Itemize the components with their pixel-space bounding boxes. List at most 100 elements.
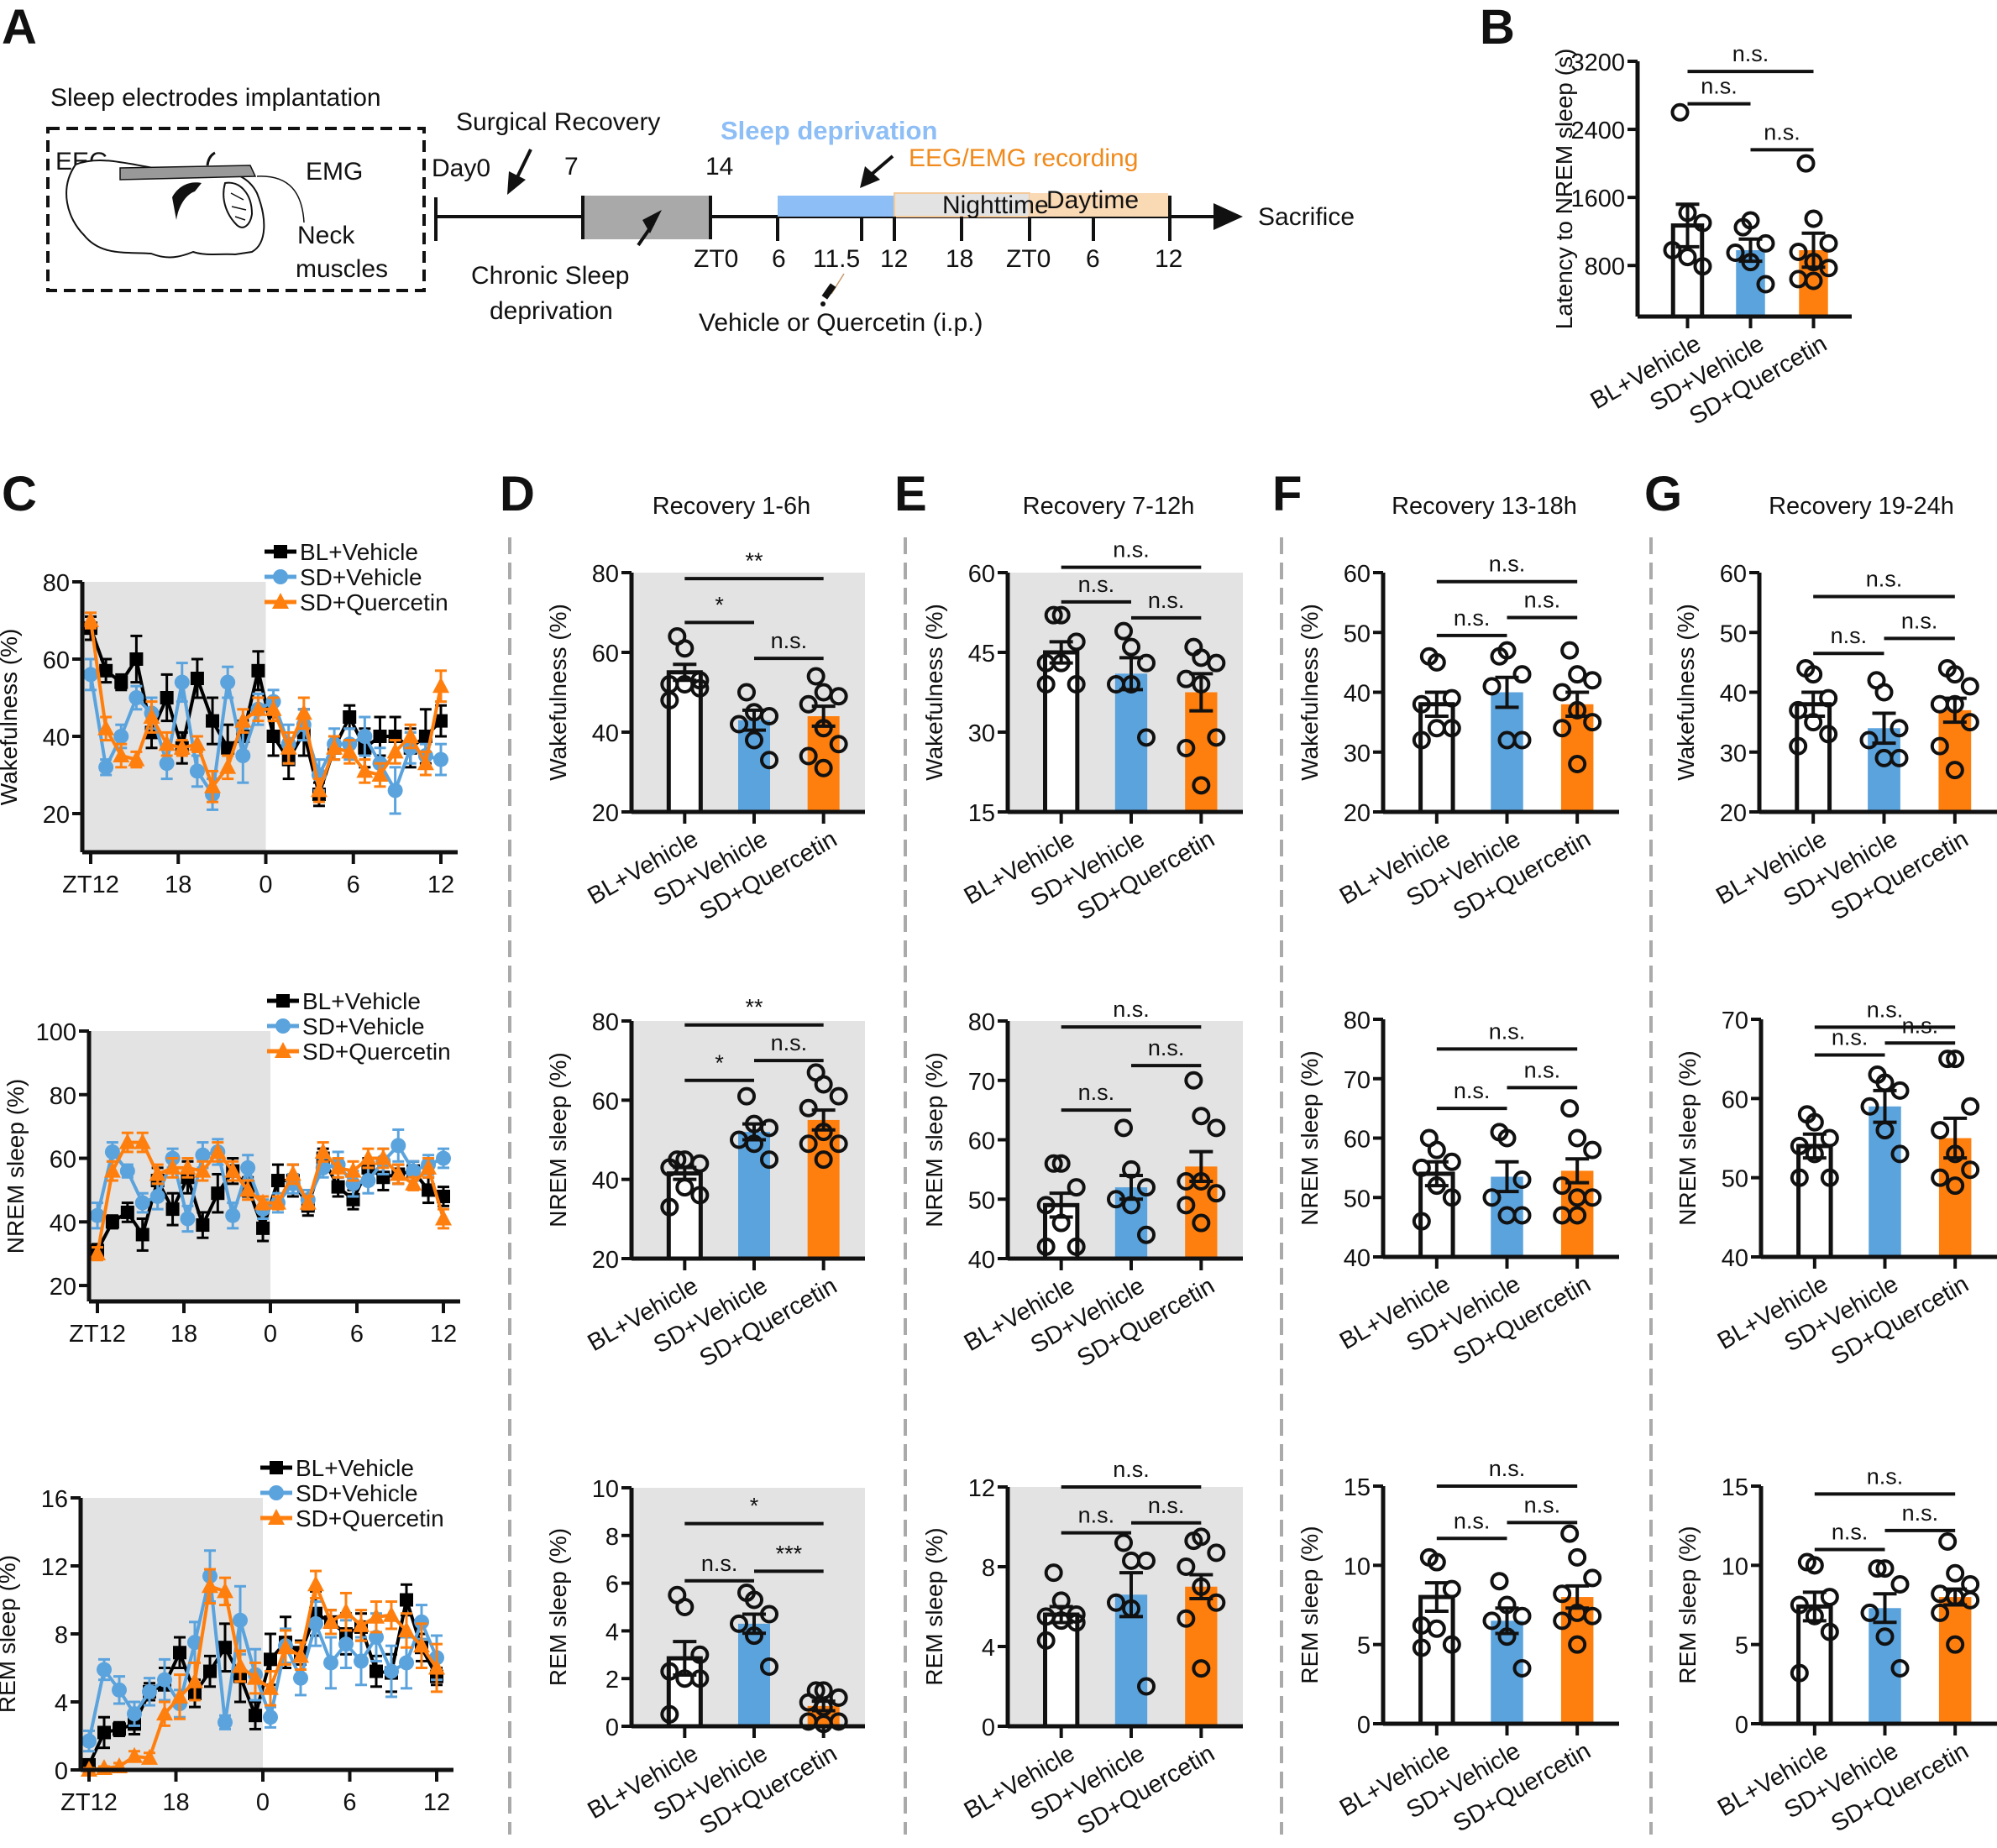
data-point [1044, 1563, 1063, 1583]
data-point [1490, 1572, 1509, 1591]
data-point [1137, 1677, 1156, 1696]
series-sd-quercetin [82, 611, 449, 804]
data-point [1946, 1563, 1965, 1583]
data-point [1192, 1577, 1211, 1596]
triangle-marker [194, 1161, 212, 1178]
triangle-marker [234, 711, 252, 728]
chart-f-wake: BL+VehicleSD+VehicleSD+Quercetin20304050… [1297, 493, 1619, 926]
y-tick-label: 0 [1357, 1712, 1371, 1739]
significance-label: n.s. [1489, 552, 1526, 577]
significance-label: n.s. [1148, 1493, 1185, 1518]
data-point [1122, 675, 1140, 694]
zt-tick-labels: ZT0 6 11.5 12 18 ZT0 6 12 [694, 245, 1182, 273]
legend-item: SD+Quercetin [260, 1505, 444, 1531]
data-point [1860, 1603, 1879, 1622]
data-point [1796, 154, 1816, 173]
data-point [1890, 748, 1909, 767]
timeline-ticks [434, 196, 1171, 241]
y-axis-label: REM sleep (%) [545, 1528, 571, 1686]
chart-d-wake: BL+VehicleSD+VehicleSD+Quercetin20406080… [545, 493, 865, 926]
data-point [1568, 1128, 1587, 1148]
data-point [1512, 1170, 1532, 1190]
significance-label: n.s. [1454, 1508, 1491, 1533]
bar-sd-vehicle [1869, 1106, 1901, 1257]
y-tick-label: 60 [50, 1147, 76, 1174]
triangle-marker [371, 766, 389, 782]
chart-c-rem: 0 4 8 12 16 REM sleep (%) ZT12 18 0 6 12 BL+Vehicle… [0, 1455, 453, 1816]
square-marker [274, 545, 287, 558]
data-point [1560, 1524, 1580, 1543]
circle-marker [157, 1672, 172, 1688]
data-point [1192, 1107, 1211, 1126]
data-point [1067, 1605, 1086, 1624]
data-point [1819, 259, 1838, 278]
y-tick-label: 80 [592, 1009, 619, 1036]
triangle-marker [386, 742, 404, 759]
data-point [1482, 677, 1502, 696]
data-point [1427, 1619, 1446, 1638]
data-point [1946, 1050, 1965, 1069]
significance-label: * [715, 1050, 724, 1076]
chart-e-rem: BL+VehicleSD+VehicleSD+Quercetin04812REM… [921, 1457, 1243, 1840]
y-tick-label: 60 [43, 647, 70, 674]
y-axis-label: NREM sleep (%) [921, 1052, 947, 1227]
data-point [1412, 1212, 1431, 1231]
data-point [1044, 1154, 1063, 1173]
data-point [1790, 1663, 1809, 1683]
data-point [1553, 719, 1572, 738]
legend-item: BL+Vehicle [265, 539, 418, 565]
legend-item: BL+Vehicle [267, 988, 421, 1014]
data-point [690, 1186, 710, 1205]
data-point [1670, 102, 1690, 122]
square-marker [221, 741, 235, 755]
data-point [1789, 736, 1808, 756]
x-tick-label: 18 [165, 872, 191, 898]
triangle-marker [97, 719, 115, 736]
data-point [1137, 1178, 1156, 1197]
data-point [1442, 1188, 1461, 1207]
triangle-marker [344, 1161, 362, 1178]
implantation-box [46, 127, 426, 292]
data-point [1568, 665, 1587, 684]
triangle-marker [217, 1582, 233, 1599]
chart-title: Recovery 13-18h [1392, 493, 1577, 520]
square-marker [113, 1722, 126, 1736]
data-point [1890, 1081, 1910, 1100]
square-marker [370, 1664, 383, 1678]
data-point [1790, 1595, 1809, 1615]
x-tick-label: 12 [430, 1321, 457, 1348]
data-point [1107, 1593, 1125, 1612]
data-point [1859, 730, 1879, 750]
y-tick-label: 4 [605, 1619, 619, 1646]
data-point [1568, 700, 1587, 720]
x-tick-label: ZT12 [60, 1789, 118, 1816]
data-point [1790, 1136, 1809, 1155]
circle-marker [98, 759, 114, 775]
data-point [1442, 1152, 1461, 1171]
square-marker [218, 1641, 232, 1655]
series-sd-quercetin [81, 1568, 445, 1777]
square-marker [173, 1646, 186, 1660]
data-point [660, 1704, 679, 1724]
circle-marker [180, 1211, 196, 1227]
data-point [829, 1086, 848, 1106]
y-tick-label: 5 [1735, 1633, 1748, 1660]
circle-marker [360, 1173, 376, 1189]
y-tick-label: 60 [1344, 1127, 1371, 1154]
data-point [1961, 1574, 1980, 1594]
surgical-arrow-icon [507, 171, 526, 195]
data-point [1192, 1527, 1211, 1547]
data-point [1875, 1559, 1895, 1578]
zt-tick: 18 [946, 245, 973, 273]
square-marker [266, 730, 280, 743]
data-point [1177, 1609, 1196, 1628]
data-point [730, 715, 748, 734]
chart-f-nrem: BL+VehicleSD+VehicleSD+Quercetin40506070… [1297, 1008, 1619, 1371]
data-point [1207, 653, 1226, 673]
circle-marker [104, 1144, 120, 1160]
data-point [1177, 1557, 1196, 1576]
data-point [1820, 1168, 1839, 1187]
significance-label: n.s. [1148, 588, 1185, 613]
significance-label: n.s. [1113, 537, 1150, 563]
